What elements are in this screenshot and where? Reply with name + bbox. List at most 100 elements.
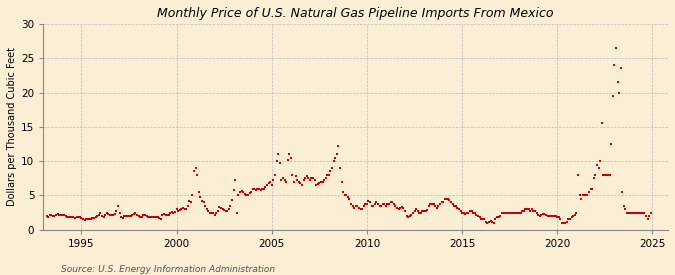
Point	[409, 208, 420, 213]
Point	[303, 176, 314, 180]
Point	[213, 208, 223, 213]
Point	[94, 213, 105, 217]
Point	[358, 204, 369, 208]
Point	[250, 188, 261, 192]
Point	[384, 202, 395, 206]
Point	[555, 217, 566, 222]
Point	[127, 213, 138, 217]
Point	[43, 214, 53, 219]
Point	[269, 173, 280, 177]
Point	[631, 210, 642, 215]
Point	[396, 205, 407, 209]
Point	[290, 174, 301, 178]
Point	[369, 202, 380, 206]
Point	[124, 214, 134, 218]
Point	[144, 214, 155, 219]
Point	[178, 206, 188, 210]
Point	[423, 204, 434, 208]
Point	[108, 213, 119, 217]
Point	[367, 204, 377, 208]
Point	[531, 210, 542, 215]
Point	[537, 212, 548, 216]
Point	[133, 214, 144, 218]
Point	[84, 217, 95, 221]
Point	[217, 207, 228, 211]
Point	[503, 210, 514, 215]
Point	[376, 204, 387, 208]
Point	[395, 206, 406, 210]
Point	[301, 174, 312, 178]
Point	[295, 181, 306, 185]
Point	[350, 204, 361, 208]
Point	[433, 204, 443, 208]
Point	[401, 214, 412, 218]
Point	[284, 152, 295, 156]
Point	[206, 210, 217, 215]
Point	[315, 180, 326, 184]
Point	[86, 217, 97, 221]
Text: Source: U.S. Energy Information Administration: Source: U.S. Energy Information Administ…	[61, 265, 275, 274]
Point	[296, 183, 307, 187]
Point	[314, 181, 325, 185]
Point	[466, 208, 477, 213]
Point	[475, 215, 485, 220]
Point	[377, 202, 388, 207]
Point	[340, 193, 350, 198]
Point	[368, 204, 379, 208]
Point	[157, 213, 167, 218]
Point	[357, 207, 368, 211]
Point	[214, 205, 225, 209]
Point	[59, 213, 70, 218]
Point	[530, 208, 541, 213]
Point	[74, 214, 85, 219]
Point	[205, 210, 215, 215]
Point	[135, 215, 146, 220]
Point	[374, 204, 385, 208]
Point	[125, 214, 136, 218]
Point	[194, 190, 205, 194]
Point	[198, 200, 209, 205]
Point	[430, 204, 441, 208]
Point	[323, 173, 334, 177]
Point	[262, 183, 273, 187]
Point	[235, 190, 246, 194]
Point	[349, 206, 360, 210]
Point	[106, 213, 117, 218]
Point	[410, 207, 421, 211]
Point	[547, 214, 558, 218]
Point	[436, 200, 447, 205]
Point	[320, 176, 331, 180]
Point	[542, 214, 553, 218]
Point	[479, 217, 490, 222]
Point	[500, 210, 510, 215]
Point	[344, 197, 355, 201]
Point	[400, 208, 410, 213]
Point	[469, 210, 480, 215]
Point	[327, 166, 338, 170]
Point	[382, 202, 393, 206]
Point	[355, 207, 366, 211]
Point	[522, 207, 533, 211]
Point	[87, 216, 98, 220]
Point	[228, 188, 239, 192]
Point	[268, 178, 279, 183]
Point	[89, 216, 100, 220]
Point	[151, 215, 161, 220]
Point	[113, 204, 124, 208]
Point	[590, 173, 601, 177]
Point	[62, 215, 73, 220]
Point	[240, 192, 250, 196]
Point	[464, 208, 475, 213]
Point	[387, 200, 398, 205]
Point	[152, 215, 163, 220]
Point	[589, 176, 599, 180]
Point	[201, 207, 212, 211]
Point	[604, 173, 615, 177]
Point	[179, 207, 190, 211]
Point	[514, 210, 524, 215]
Point	[159, 212, 169, 216]
Point	[418, 208, 429, 213]
Point	[189, 169, 200, 174]
Point	[495, 214, 506, 218]
Point	[439, 197, 450, 201]
